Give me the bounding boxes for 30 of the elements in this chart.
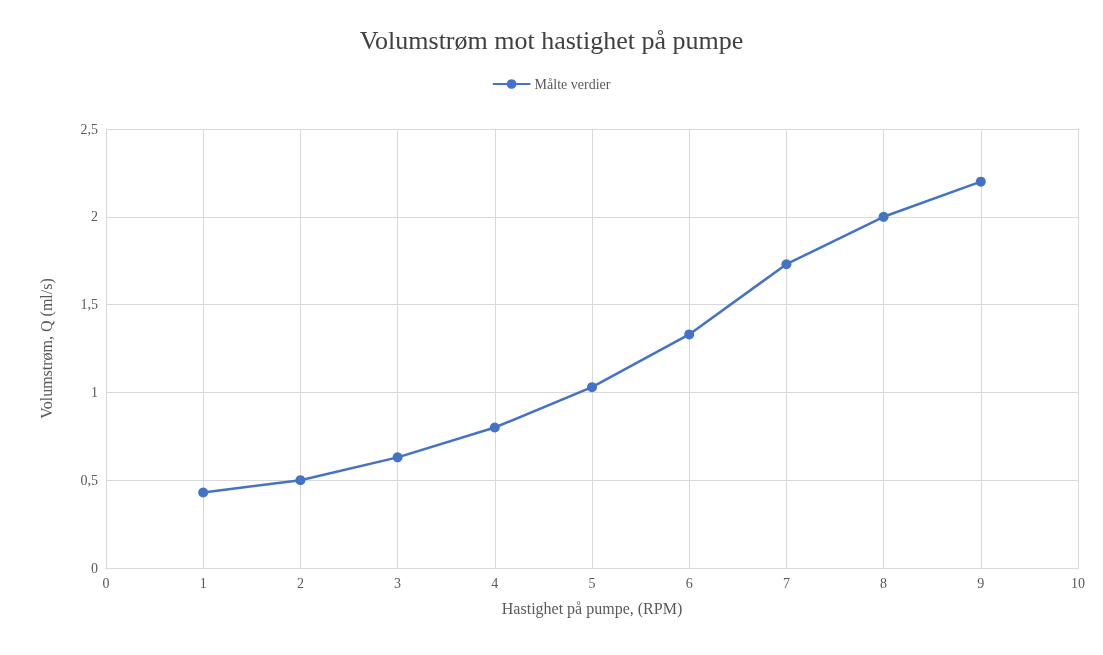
point bbox=[684, 329, 695, 340]
y-tick-label: 2,5 bbox=[80, 121, 98, 137]
y-axis-title: Volumstrøm, Q (ml/s) bbox=[37, 278, 56, 419]
point bbox=[489, 422, 500, 433]
x-tick-label: 6 bbox=[685, 575, 693, 591]
x-tick-label: 4 bbox=[491, 575, 499, 591]
x-tick-label: 5 bbox=[588, 575, 596, 591]
point bbox=[198, 487, 209, 498]
y-tick-label: 0 bbox=[91, 560, 98, 576]
point bbox=[295, 475, 306, 486]
legend-label: Målte verdier bbox=[534, 76, 611, 92]
x-tick-label: 0 bbox=[102, 575, 110, 591]
x-tick-label: 3 bbox=[394, 575, 402, 591]
x-tick-label: 7 bbox=[782, 575, 790, 591]
point bbox=[781, 259, 792, 270]
point bbox=[878, 211, 889, 222]
x-tick-label: 1 bbox=[199, 575, 207, 591]
y-tick-label: 0,5 bbox=[80, 472, 98, 488]
point bbox=[392, 452, 403, 463]
y-tick-label: 2 bbox=[91, 209, 98, 225]
x-axis-title: Hastighet på pumpe, (RPM) bbox=[501, 599, 683, 618]
x-tick-label: 10 bbox=[1071, 575, 1085, 591]
point bbox=[587, 382, 597, 393]
chart-title: Volumstrøm mot hastighet på pumpe bbox=[359, 25, 744, 55]
x-tick-label: 9 bbox=[977, 575, 985, 591]
y-tick-label: 1,5 bbox=[80, 297, 98, 313]
x-tick-label: 8 bbox=[880, 575, 888, 591]
point bbox=[975, 176, 986, 187]
y-tick-label: 1 bbox=[91, 384, 98, 400]
x-tick-label: 2 bbox=[296, 575, 304, 591]
